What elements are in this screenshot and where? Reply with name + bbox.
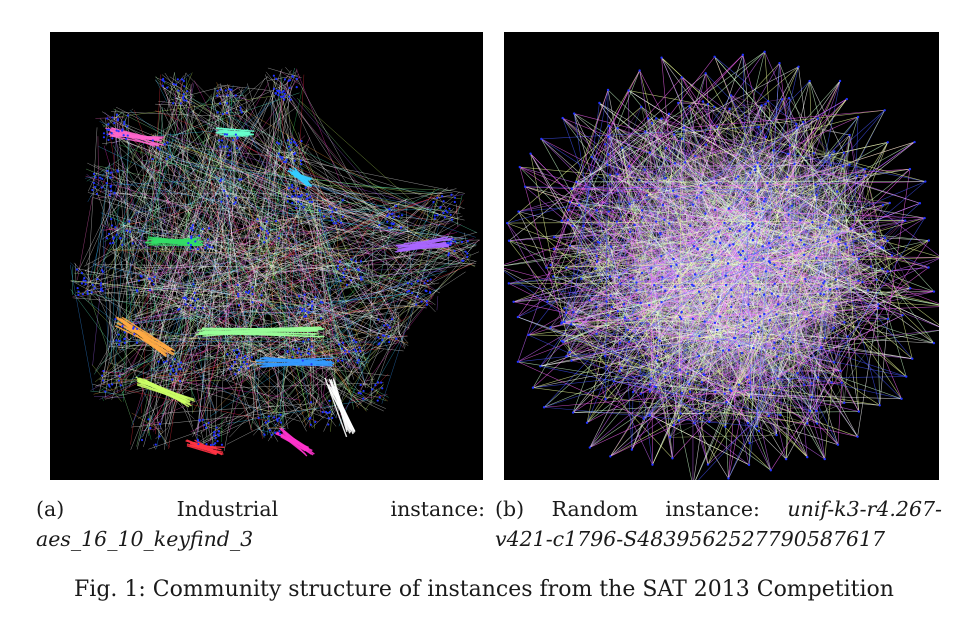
subfigure-label: (b) <box>495 497 525 521</box>
instance-name-part: v421-c1796-S4839562527790587617 <box>495 527 886 551</box>
caption-word: instance: <box>390 497 485 521</box>
random-graph-canvas <box>504 50 939 480</box>
subfigure-caption-b: (b) Random instance: unif-k3-r4.267- v42… <box>495 494 942 554</box>
industrial-edges <box>69 66 480 451</box>
industrial-community-bands <box>105 127 453 457</box>
random-dense-core <box>634 147 854 377</box>
caption-word: instance: <box>665 497 760 521</box>
community-graph-industrial <box>50 32 483 480</box>
caption-word: Random <box>551 497 638 521</box>
instance-name-part: unif-k3-r4.267- <box>787 497 942 521</box>
industrial-graph-canvas <box>69 66 480 457</box>
industrial-nodes <box>75 74 469 447</box>
figure-caption: Fig. 1: Community structure of instances… <box>74 577 894 602</box>
instance-name: aes_16_10_keyfind_3 <box>36 527 254 551</box>
random-outer-spikes <box>504 51 939 480</box>
subfigure-caption-a: (a) Industrial instance: aes_16_10_keyfi… <box>36 494 485 554</box>
subfigure-label: (a) <box>36 497 65 521</box>
random-nodes <box>506 50 936 480</box>
community-graph-random <box>504 32 939 480</box>
caption-word: Industrial <box>176 497 279 521</box>
